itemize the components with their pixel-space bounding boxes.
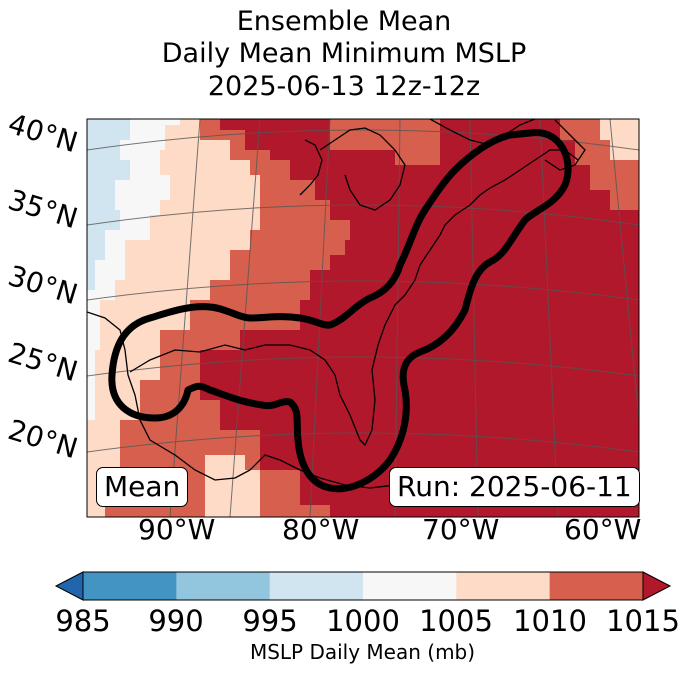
colorbar-tick-1015: 1015 (606, 604, 680, 638)
colorbar-tick-1000: 1000 (326, 604, 400, 638)
lon-label-60: 60°W (564, 513, 642, 546)
colorbar-tick-990: 990 (148, 604, 204, 638)
colorbar-extend-low (54, 571, 84, 601)
lon-label-80: 80°W (282, 513, 360, 546)
colorbar-segment (83, 572, 177, 600)
colorbar-tick-1005: 1005 (419, 604, 493, 638)
colorbar-segment (363, 572, 457, 600)
colorbar-segment (456, 572, 551, 600)
title-line-1: Ensemble Mean (236, 6, 452, 37)
lon-label-70: 70°W (422, 513, 500, 546)
colorbar-label: MSLP Daily Mean (mb) (249, 640, 476, 664)
coastlines (87, 119, 586, 489)
colorbar-segment (549, 572, 644, 600)
pressure-region-990-995 (87, 119, 130, 290)
colorbar-segment (176, 572, 271, 600)
pressure-contour (108, 129, 572, 493)
colorbar-tick-985: 985 (55, 604, 111, 638)
run-label-box: Run: 2025-06-11 (389, 467, 640, 507)
colorbar-segment (269, 572, 364, 600)
title-line-2: Daily Mean Minimum MSLP (161, 38, 527, 69)
colorbar-extend-high (642, 571, 672, 601)
colorbar-tick-995: 995 (242, 604, 298, 638)
colorbar-tick-1010: 1010 (513, 604, 587, 638)
mean-label-box: Mean (96, 467, 189, 507)
title-line-3: 2025-06-13 12z-12z (207, 71, 481, 102)
pressure-region-1000-1005 (87, 119, 639, 517)
lon-label-90: 90°W (138, 513, 216, 546)
